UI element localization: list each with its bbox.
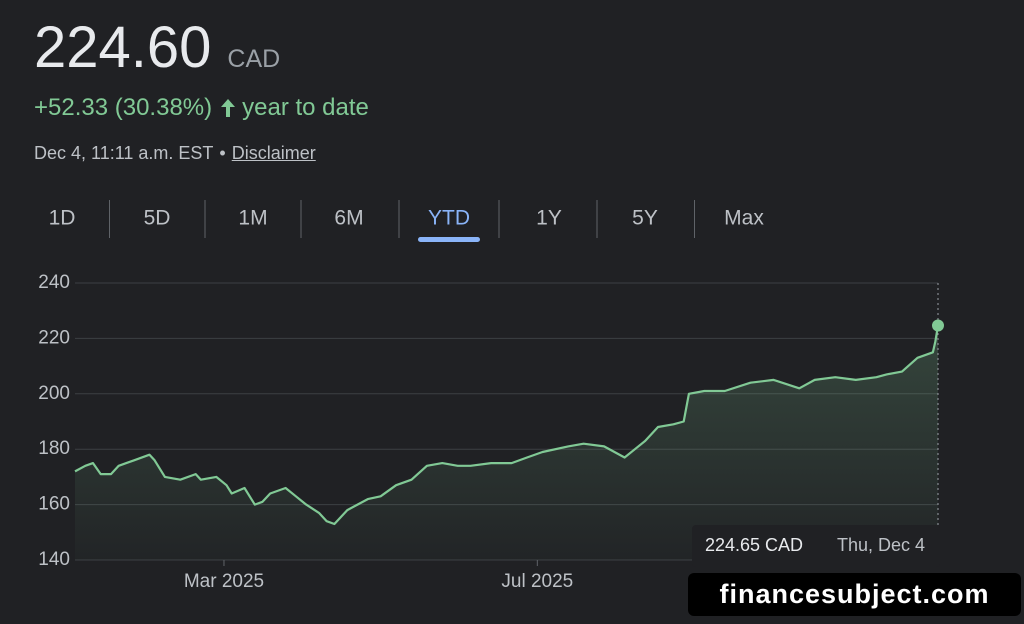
- y-tick-label: 160: [38, 494, 70, 515]
- change: +52.33 (30.38%): [34, 94, 213, 121]
- y-tick-label: 180: [38, 438, 70, 459]
- range-tab[interactable]: 1M: [238, 207, 267, 230]
- range-tab[interactable]: Max: [724, 207, 764, 230]
- range-tab[interactable]: YTD: [428, 207, 470, 230]
- tooltip-value: 224.65 CAD: [705, 535, 803, 555]
- y-tick-label: 220: [38, 327, 70, 348]
- tab-underline: [418, 237, 480, 242]
- time-row: Dec 4, 11:11 a.m. EST • Disclaimer: [34, 143, 316, 164]
- x-tick-label: Jul 2025: [501, 571, 573, 592]
- y-tick-label: 140: [38, 549, 70, 570]
- price: 224.60: [34, 15, 212, 80]
- change-period: year to date: [242, 94, 369, 121]
- watermark: financesubject.com: [688, 573, 1021, 616]
- range-tab[interactable]: 6M: [334, 207, 363, 230]
- currency: CAD: [227, 45, 281, 73]
- change-row: +52.33 (30.38%) year to date: [34, 94, 369, 122]
- price-row: 224.60 CAD: [34, 14, 280, 81]
- end-point: [932, 319, 944, 332]
- tooltip-date: Thu, Dec 4: [837, 535, 925, 555]
- up-arrow: [221, 99, 236, 117]
- range-tab[interactable]: 5D: [144, 207, 171, 230]
- tooltip-box: [692, 525, 940, 567]
- range-tab[interactable]: 1Y: [536, 207, 562, 230]
- timestamp: Dec 4, 11:11 a.m. EST: [34, 143, 214, 163]
- range-tab[interactable]: 5Y: [632, 207, 658, 230]
- separator: •: [219, 143, 226, 163]
- x-tick-label: Mar 2025: [184, 571, 264, 592]
- y-tick-label: 240: [38, 272, 70, 293]
- range-tab[interactable]: 1D: [49, 207, 76, 230]
- disclaimer-link[interactable]: Disclaimer: [231, 143, 316, 163]
- price-line: [74, 325, 940, 526]
- y-tick-label: 200: [38, 383, 70, 404]
- area: [75, 325, 938, 560]
